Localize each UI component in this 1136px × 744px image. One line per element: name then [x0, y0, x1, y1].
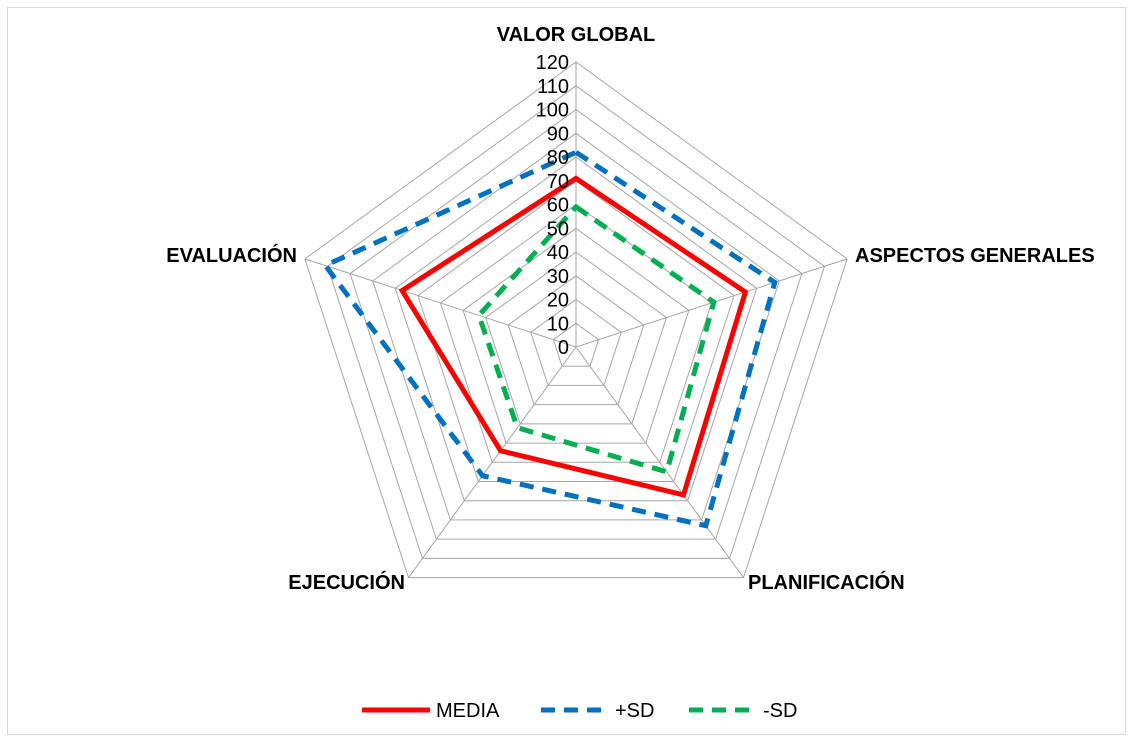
tick-label: 100 — [536, 100, 569, 122]
legend-item: MEDIA — [362, 700, 500, 722]
tick-label: 120 — [536, 52, 569, 74]
legend-item: -SD — [689, 700, 797, 722]
legend-label: MEDIA — [436, 700, 500, 722]
category-label: EVALUACIÓN — [166, 243, 297, 267]
grid-spoke — [575, 346, 744, 578]
series-line-sd — [321, 149, 778, 529]
tick-label: 80 — [547, 147, 569, 169]
tick-label: 90 — [547, 123, 569, 145]
category-label: PLANIFICACIÓN — [748, 570, 905, 594]
tick-label: 110 — [537, 76, 569, 98]
chart-area — [7, 7, 1126, 735]
series-line-sd — [476, 203, 717, 476]
tick-label: 50 — [547, 218, 569, 240]
grid-ring — [394, 156, 758, 502]
tick-label: 10 — [547, 313, 569, 335]
grid-ring — [530, 298, 622, 386]
grid-ring — [485, 251, 667, 425]
legend-item: +SD — [541, 700, 654, 722]
category-label: EJECUCIÓN — [288, 570, 405, 594]
tick-label: 20 — [547, 290, 569, 312]
series-lines — [321, 149, 778, 529]
grid-ring — [349, 108, 803, 540]
grid-ring — [372, 132, 780, 521]
grid-ring — [552, 322, 600, 367]
grid-ring — [417, 180, 735, 482]
legend: MEDIA +SD -SD — [362, 700, 797, 722]
tick-label: 70 — [547, 171, 569, 193]
grid-spoke — [408, 346, 577, 578]
category-label: VALOR GLOBAL — [497, 24, 656, 46]
legend-label: -SD — [763, 700, 797, 722]
tick-label: 40 — [547, 242, 569, 264]
category-labels: VALOR GLOBAL ASPECTOS GENERALES PLANIFICAC… — [166, 24, 1094, 594]
grid-ring — [326, 85, 826, 559]
tick-label: 0 — [558, 337, 569, 359]
grid-ring — [507, 275, 645, 406]
grid-spoke — [304, 258, 577, 348]
grid-ring — [304, 61, 848, 579]
series-line-media — [398, 175, 749, 498]
radar-grid — [304, 61, 848, 579]
legend-label: +SD — [615, 700, 654, 722]
tick-label: 60 — [547, 195, 569, 217]
tick-label: 30 — [547, 266, 569, 288]
category-label: ASPECTOS GENERALES — [855, 245, 1095, 267]
